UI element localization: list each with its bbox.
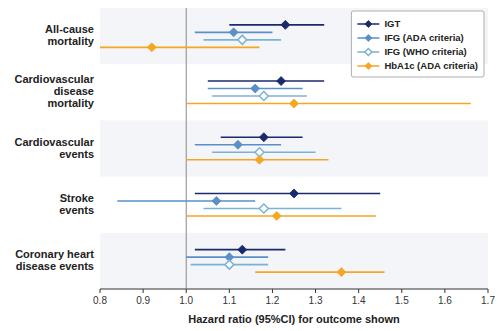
ci-line xyxy=(203,208,341,210)
point xyxy=(238,35,247,44)
point xyxy=(281,20,290,29)
category-label: All-causemortality xyxy=(45,23,95,47)
point xyxy=(277,77,286,86)
row-band xyxy=(100,233,488,289)
x-tick-label: 1.6 xyxy=(438,295,452,306)
x-tick xyxy=(315,289,316,293)
category-label-line: disease xyxy=(54,85,94,97)
plot-area xyxy=(100,8,471,289)
category-label: Cardiovascularevents xyxy=(15,135,95,159)
legend-marker xyxy=(365,21,372,28)
x-tick xyxy=(229,289,230,293)
point xyxy=(259,92,268,101)
point xyxy=(255,155,264,164)
legend-label: IFG (ADA criteria) xyxy=(384,32,463,43)
x-tick xyxy=(186,289,187,293)
legend-label: IGT xyxy=(384,18,400,29)
x-tick xyxy=(100,289,101,293)
legend-marker xyxy=(365,49,372,56)
x-tick xyxy=(272,289,273,293)
x-tick xyxy=(401,289,402,293)
x-tick-label: 1.4 xyxy=(352,295,366,306)
point xyxy=(290,99,299,108)
legend: IGT IFG (ADA criteria) IFG (WHO criteria) H… xyxy=(351,11,484,77)
x-tick-label: 1.7 xyxy=(481,295,495,306)
legend-marker xyxy=(365,63,372,70)
point xyxy=(233,140,242,149)
x-tick-label: 1.1 xyxy=(222,295,236,306)
x-tick-label: 1.3 xyxy=(309,295,323,306)
x-tick-label: 1.5 xyxy=(395,295,409,306)
point xyxy=(229,28,238,37)
category-label: Coronary heartdisease events xyxy=(15,248,94,272)
point xyxy=(238,245,247,254)
legend-label: HbA1c (ADA criteria) xyxy=(384,60,478,71)
legend-label: IFG (WHO criteria) xyxy=(384,46,466,57)
ci-line xyxy=(100,47,260,49)
legend-marker xyxy=(365,35,372,42)
x-tick-label: 1.0 xyxy=(179,295,193,306)
ci-line xyxy=(186,103,471,105)
legend-box xyxy=(351,11,484,77)
category-label-line: Stroke xyxy=(60,192,94,204)
x-tick xyxy=(488,289,489,293)
point xyxy=(147,43,156,52)
category-label-line: Coronary heart xyxy=(15,248,94,260)
x-axis-title: Hazard ratio (95%CI) for outcome shown xyxy=(188,313,400,325)
ci-line xyxy=(229,24,324,26)
point xyxy=(259,204,268,213)
ci-line xyxy=(195,193,380,195)
category-label-line: Cardiovascular xyxy=(15,73,95,85)
category-label-line: disease events xyxy=(16,260,94,272)
x-tick xyxy=(358,289,359,293)
category-label: Strokeevents xyxy=(59,192,94,216)
point xyxy=(272,211,281,220)
point xyxy=(290,189,299,198)
chart: All-causemortalityCardiovasculardiseasem… xyxy=(0,0,500,331)
category-label: Cardiovasculardiseasemortality xyxy=(15,73,95,109)
ci-line xyxy=(208,80,324,82)
x-tick xyxy=(143,289,144,293)
point xyxy=(259,133,268,142)
series xyxy=(117,28,302,262)
ci-line xyxy=(117,200,255,202)
series xyxy=(191,35,342,269)
x-tick xyxy=(444,289,445,293)
x-axis-line xyxy=(100,289,488,290)
category-label-line: All-cause xyxy=(45,23,94,35)
category-label-line: events xyxy=(59,204,94,216)
reference-line xyxy=(186,8,187,289)
point xyxy=(251,84,260,93)
category-label-line: mortality xyxy=(48,97,95,109)
category-label-line: mortality xyxy=(48,35,95,47)
category-label-line: events xyxy=(59,147,94,159)
category-label-line: Cardiovascular xyxy=(15,135,95,147)
x-tick-label: 0.9 xyxy=(136,295,150,306)
row-band xyxy=(100,120,488,176)
point xyxy=(212,196,221,205)
x-tick-label: 0.8 xyxy=(93,295,107,306)
x-tick-label: 1.2 xyxy=(265,295,279,306)
series xyxy=(100,43,471,277)
point xyxy=(225,260,234,269)
ci-line xyxy=(255,271,384,273)
point xyxy=(337,268,346,277)
